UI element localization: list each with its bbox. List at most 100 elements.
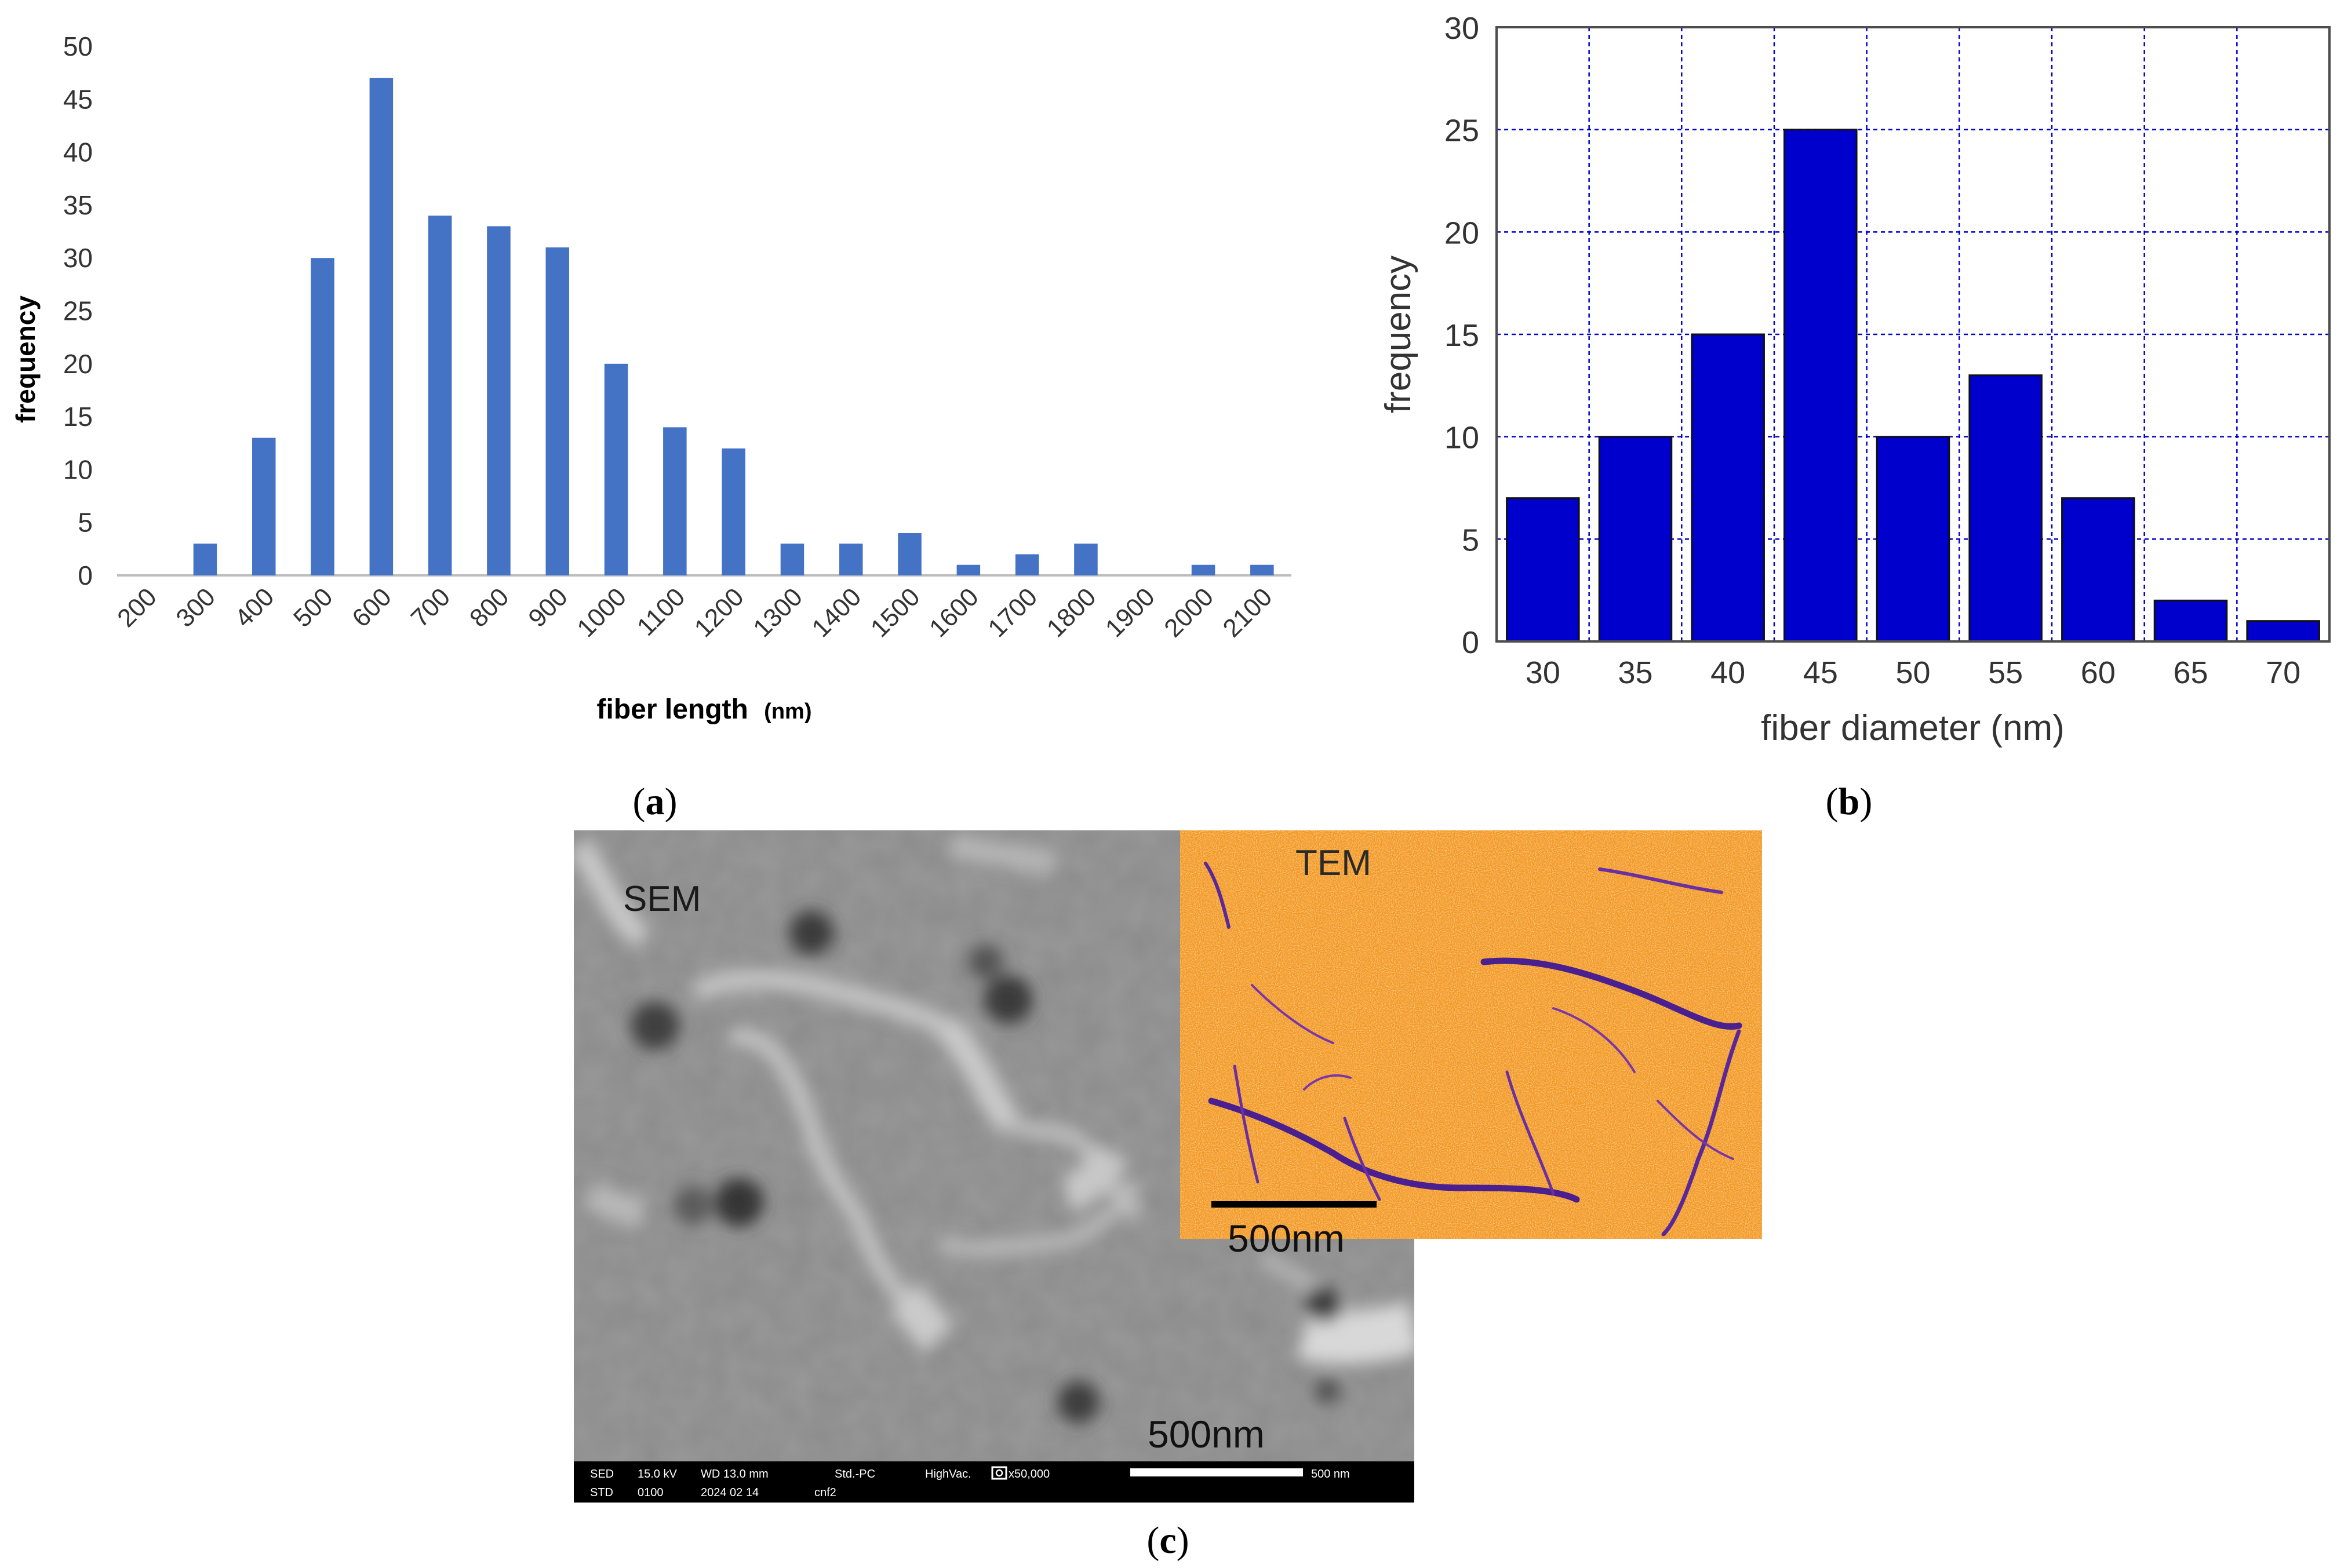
y-tick-label: 50	[63, 31, 93, 61]
x-tick-label: 800	[464, 582, 515, 633]
bar-900	[545, 247, 570, 575]
y-tick-label: 40	[63, 137, 93, 167]
sem-info-detector: SED	[590, 1468, 614, 1481]
bar-2000	[1191, 564, 1215, 575]
x-tick-label: 2100	[1218, 582, 1278, 643]
x-tick-label: 45	[1803, 655, 1838, 690]
fiber-diameter-histogram: 0 5 10 15 20 25 30 30 35 40 45 50 55 60 65 70 frequenc…	[1378, 11, 2331, 748]
bar-30	[1506, 497, 1580, 643]
y-tick-label: 5	[78, 508, 93, 538]
y-tick-label: 45	[63, 84, 93, 114]
camera-icon	[991, 1466, 1007, 1480]
sem-info-vacuum: HighVac.	[925, 1468, 971, 1481]
panel-label-c: (c)	[1146, 1519, 1189, 1562]
y-tick-label: 25	[63, 296, 93, 326]
sem-info-voltage: 15.0 kV	[638, 1468, 677, 1481]
bar-600	[369, 78, 394, 575]
y-tick-label: 30	[63, 243, 93, 273]
x-tick-label: 1500	[865, 582, 926, 643]
tem-micrograph: TEM	[1180, 830, 1762, 1239]
x-tick-label: 60	[2081, 655, 2116, 690]
bar-35	[1598, 436, 1673, 643]
bar-1300	[780, 544, 805, 575]
bar-400	[252, 437, 276, 575]
y-tick-label: 20	[63, 349, 93, 379]
bar-70	[2246, 620, 2320, 643]
y-tick-label: 25	[1444, 114, 1479, 148]
x-tick-label: 55	[1988, 655, 2023, 690]
bar-700	[428, 216, 452, 575]
sem-info-bar	[574, 1461, 1414, 1503]
bar-1200	[722, 448, 745, 575]
x-tick-label: 400	[230, 582, 280, 633]
x-tick-label: 900	[523, 582, 573, 633]
y-tick-label: 35	[63, 190, 93, 220]
x-tick-label: 200	[112, 582, 162, 633]
plot-frame-border	[1495, 26, 2331, 643]
x-tick-label: 300	[170, 582, 221, 633]
tem-scalebar	[1211, 1201, 1377, 1208]
bar-800	[487, 226, 511, 575]
y-tick-label: 10	[1444, 421, 1479, 455]
sem-info-date: 2024 02 14	[701, 1486, 759, 1499]
y-tick-label: 0	[78, 560, 93, 590]
bar-1500	[898, 533, 922, 575]
y-tick-label: 0	[1462, 625, 1479, 660]
x-tick-label: 1300	[748, 582, 808, 643]
x-tick-label: 70	[2266, 655, 2300, 690]
bar-40	[1691, 333, 1765, 643]
x-tick-label: 35	[1618, 655, 1652, 690]
y-tick-label: 5	[1462, 523, 1479, 557]
sem-info-sample: cnf2	[814, 1486, 836, 1499]
sem-info-scalebar	[1130, 1468, 1303, 1476]
x-tick-label: 1700	[982, 582, 1043, 643]
x-tick-label: 1000	[571, 582, 632, 643]
fiber-length-histogram: 0 5 10 15 20 25 30 35 40 45 50 200 300 400 500 600 700 8…	[10, 31, 1291, 725]
bar-60	[2061, 497, 2135, 643]
sem-info-magnification: x50,000	[1009, 1468, 1050, 1481]
x-tick-label: 2000	[1159, 582, 1219, 643]
x-tick-label: 500	[288, 582, 338, 633]
sem-info-wd: WD 13.0 mm	[701, 1468, 769, 1481]
bar-55	[1968, 374, 2043, 643]
y-tick-label: 10	[63, 454, 93, 484]
sem-info-std: STD	[590, 1486, 613, 1499]
y-tick-label: 15	[1444, 318, 1479, 353]
sem-info-mode: Std.-PC	[835, 1468, 875, 1481]
bar-45	[1783, 129, 1858, 643]
panel-label-b: (b)	[1826, 781, 1873, 823]
x-tick-label: 1800	[1042, 582, 1102, 643]
panel-label-a: (a)	[633, 781, 678, 823]
x-tick-label: 1100	[632, 582, 691, 641]
y-axis-label: frequency	[10, 296, 41, 423]
x-axis-label: fiber diameter (nm)	[1761, 708, 2065, 748]
x-axis-label: fiber length (nm)	[597, 694, 812, 725]
x-tick-label: 700	[406, 582, 456, 633]
x-tick-label: 30	[1526, 655, 1560, 690]
x-tick-label: 1600	[924, 582, 984, 643]
y-tick-label: 15	[63, 402, 93, 432]
bar-2100	[1250, 564, 1274, 575]
sem-scale-label: 500nm	[1148, 1413, 1265, 1456]
x-tick-label: 600	[347, 582, 397, 633]
x-tick-label: 40	[1710, 655, 1745, 690]
sem-info-scale: 500 nm	[1311, 1468, 1350, 1481]
bar-1600	[956, 564, 981, 575]
sem-label: SEM	[623, 879, 701, 919]
x-tick-label: 1200	[689, 582, 749, 643]
bar-65	[2153, 599, 2228, 643]
x-tick-label: 1400	[806, 582, 867, 643]
x-tick-label: 50	[1895, 655, 1930, 690]
y-tick-label: 20	[1444, 216, 1479, 250]
y-axis-label: frequency	[1378, 256, 1418, 413]
bar-1000	[604, 363, 628, 575]
tem-scale-label: 500nm	[1228, 1217, 1345, 1260]
bar-1700	[1015, 554, 1039, 575]
bar-500	[311, 258, 334, 575]
y-tick-label: 30	[1444, 11, 1479, 46]
bar-300	[193, 544, 217, 575]
sem-info-code: 0100	[638, 1486, 664, 1499]
bar-1400	[839, 544, 863, 575]
x-tick-label: 65	[2173, 655, 2208, 690]
